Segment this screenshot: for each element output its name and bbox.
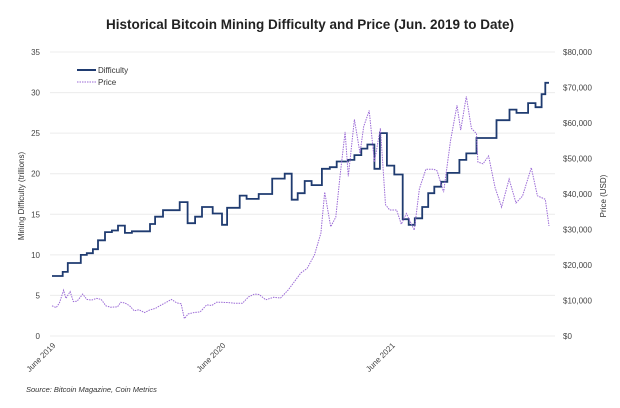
x-tick-label: June 2021 — [364, 341, 397, 374]
right-tick-label: $30,000 — [563, 226, 592, 235]
source-note: Source: Bitcoin Magazine, Coin Metrics — [26, 385, 157, 394]
right-tick-label: $0 — [563, 332, 572, 341]
difficulty-line — [52, 81, 549, 277]
right-tick-label: $10,000 — [563, 297, 592, 306]
legend-label-price: Price — [98, 78, 117, 87]
series-lines — [51, 81, 550, 320]
left-tick-label: 5 — [36, 291, 41, 300]
right-tick-label: $40,000 — [563, 190, 592, 199]
left-tick-label: 30 — [31, 89, 40, 98]
right-tick-label: $50,000 — [563, 155, 592, 164]
price-line — [51, 96, 550, 320]
left-tick-label: 20 — [31, 170, 40, 179]
left-tick-label: 25 — [31, 129, 40, 138]
legend-label-difficulty: Difficulty — [98, 66, 128, 75]
x-tick-label: June 2019 — [25, 341, 58, 374]
gridlines — [50, 51, 555, 337]
legend: Difficulty Price — [77, 66, 128, 87]
right-tick-label: $80,000 — [563, 48, 592, 57]
left-tick-label: 15 — [31, 210, 40, 219]
right-axis-label: Price (USD) — [599, 174, 608, 217]
right-axis-ticks: $0 $10,000 $20,000 $30,000 $40,000 $50,000 $60… — [563, 48, 592, 341]
right-tick-label: $60,000 — [563, 119, 592, 128]
x-tick-label: June 2020 — [195, 341, 228, 374]
chart-title: Historical Bitcoin Mining Difficulty and… — [105, 17, 515, 32]
left-axis-ticks: 0 5 10 15 20 25 30 35 — [31, 48, 40, 341]
right-tick-label: $20,000 — [563, 261, 592, 270]
left-tick-label: 0 — [36, 332, 41, 341]
right-tick-label: $70,000 — [563, 84, 592, 93]
x-axis-ticks: June 2019 June 2020 June 2021 — [25, 341, 398, 374]
left-axis-label: Mining Difficulty (trillions) — [17, 152, 26, 241]
left-tick-label: 10 — [31, 251, 40, 260]
left-tick-label: 35 — [31, 48, 40, 57]
